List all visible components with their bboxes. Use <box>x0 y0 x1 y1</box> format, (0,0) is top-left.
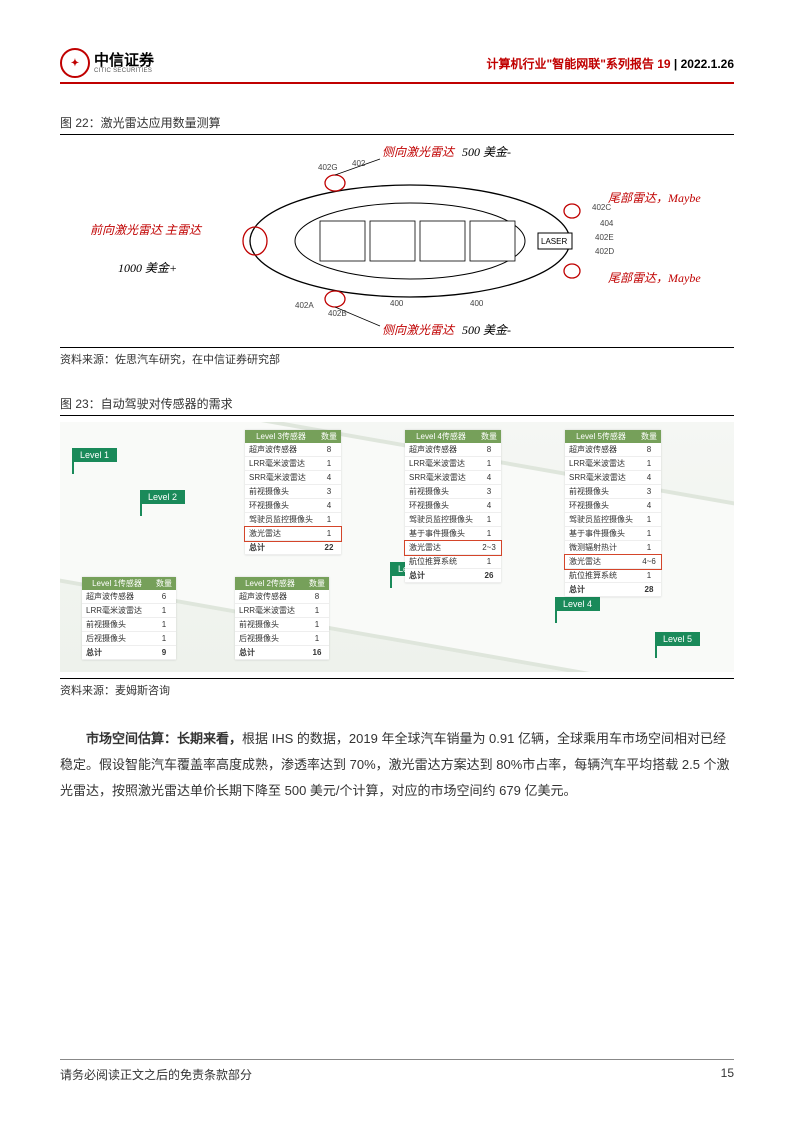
footer-disclaimer: 请务必阅读正文之后的免责条款部分 <box>60 1066 252 1083</box>
front-radar-price: 1000 美金+ <box>118 259 177 276</box>
para-bold: 市场空间估算：长期来看， <box>86 731 242 746</box>
table-level4: Level 4传感器数量超声波传感器8LRR毫米波雷达1SRR毫米波雷达4前视摄… <box>405 430 501 583</box>
table-level5: Level 5传感器数量超声波传感器8LRR毫米波雷达1SRR毫米波雷达4前视摄… <box>565 430 661 597</box>
logo-en: CITIC SECURITIES <box>94 68 154 74</box>
logo: ✦ 中信证券 CITIC SECURITIES <box>60 48 154 78</box>
flag-l1: Level 1 <box>72 448 117 462</box>
side-top-label: 侧向激光雷达 <box>382 143 454 160</box>
table-level2: Level 2传感器数量超声波传感器8LRR毫米波雷达1前视摄像头1后视摄像头1… <box>235 577 329 660</box>
table-level3: Level 3传感器数量超声波传感器8LRR毫米波雷达1SRR毫米波雷达4前视摄… <box>245 430 341 555</box>
logo-icon: ✦ <box>60 48 90 78</box>
fig22-source: 资料来源：佐思汽车研究，在中信证券研究部 <box>60 347 734 367</box>
table-level1: Level 1传感器数量超声波传感器6LRR毫米波雷达1前视摄像头1后视摄像头1… <box>82 577 176 660</box>
fig23-source: 资料来源：麦姆斯咨询 <box>60 678 734 698</box>
header-right: 计算机行业"智能网联"系列报告 19 | 2022.1.26 <box>487 55 735 72</box>
footer-page: 15 <box>721 1066 734 1083</box>
report-title: 计算机行业"智能网联"系列报告 19 <box>487 57 671 71</box>
fig22-title: 图 22：激光雷达应用数量测算 <box>60 114 734 135</box>
side-top-price: 500 美金- <box>462 143 511 160</box>
svg-text:LASER: LASER <box>541 237 567 246</box>
rear-label-1: 尾部雷达，Maybe <box>608 189 701 206</box>
flag-l5: Level 5 <box>655 632 700 646</box>
report-date: 2022.1.26 <box>681 57 734 71</box>
flag-l4: Level 4 <box>555 597 600 611</box>
fig22-diagram: LASER 前向激光雷达 主雷达 1000 美金+ 侧向激光雷达 500 美金-… <box>60 141 734 341</box>
logo-cn: 中信证券 <box>94 53 154 68</box>
side-bot-price: 500 美金- <box>462 321 511 338</box>
side-bot-label: 侧向激光雷达 <box>382 321 454 338</box>
front-radar-label: 前向激光雷达 主雷达 <box>90 223 201 239</box>
fig23-diagram: Level 1 Level 2 Level 3 Level 4 Level 5 … <box>60 422 734 672</box>
rear-label-2: 尾部雷达，Maybe <box>608 269 701 286</box>
page-header: ✦ 中信证券 CITIC SECURITIES 计算机行业"智能网联"系列报告 … <box>60 48 734 84</box>
fig23-title: 图 23：自动驾驶对传感器的需求 <box>60 395 734 416</box>
page-footer: 请务必阅读正文之后的免责条款部分 15 <box>60 1059 734 1083</box>
car-outline-icon: LASER <box>240 151 600 331</box>
market-paragraph: 市场空间估算：长期来看，根据 IHS 的数据，2019 年全球汽车销量为 0.9… <box>60 726 734 804</box>
flag-l2: Level 2 <box>140 490 185 504</box>
